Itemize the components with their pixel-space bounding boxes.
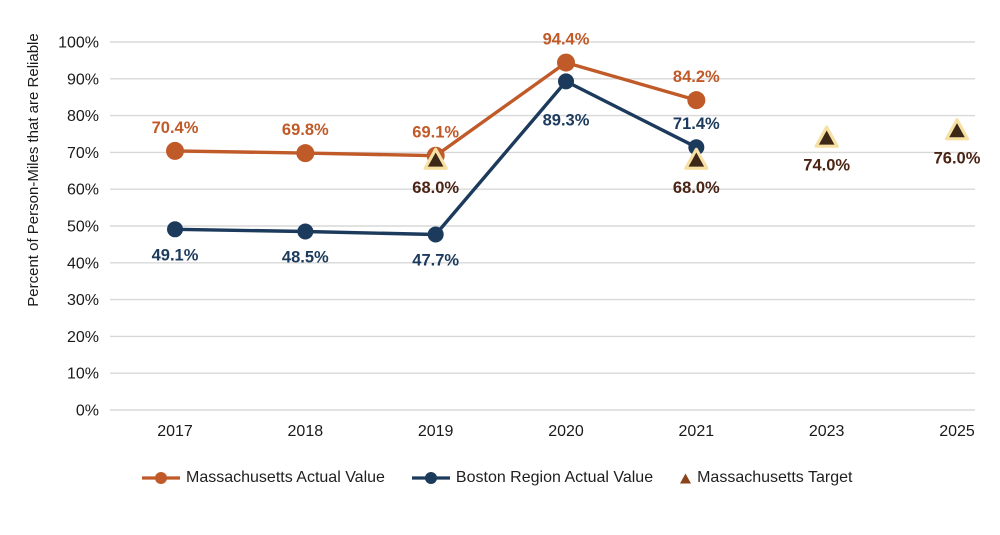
y-tick-label: 80%: [67, 108, 99, 125]
data-point-circle: [166, 141, 184, 160]
data-point-circle: [688, 139, 705, 156]
data-point-triangle: [814, 125, 839, 148]
data-point-label: 94.4%: [543, 31, 590, 49]
x-tick-label: 2021: [679, 423, 715, 440]
data-point-label: 69.8%: [282, 121, 329, 139]
y-tick-label: 20%: [67, 329, 99, 346]
data-point-circle: [557, 73, 574, 90]
y-axis-title: Percent of Person-Miles that are Reliabl…: [25, 33, 42, 306]
legend-triangle-icon: [680, 473, 692, 483]
data-point-label: 68.0%: [412, 179, 459, 197]
y-tick-label: 0%: [76, 403, 99, 420]
legend-item-massachusetts-actual: Massachusetts Actual Value: [141, 469, 385, 487]
data-point-label: 68.0%: [673, 179, 720, 197]
data-point-circle: [167, 221, 183, 238]
x-tick-label: 2017: [157, 423, 193, 440]
data-point-triangle: [684, 147, 709, 170]
data-point-circle: [687, 91, 706, 110]
y-tick-label: 60%: [67, 182, 99, 199]
data-point-circle: [297, 223, 314, 240]
legend-swatch-triangle: [680, 473, 692, 483]
legend-item-massachusetts-target: Massachusetts Target: [679, 469, 852, 487]
data-point-label: 84.2%: [673, 68, 720, 86]
data-point-circle: [296, 144, 315, 163]
legend-swatch-line-circle-orange: [142, 472, 180, 484]
legend-circle-icon: [155, 472, 167, 484]
data-point-label: 47.7%: [412, 251, 459, 269]
data-point-label: 69.1%: [412, 124, 459, 142]
y-tick-label: 70%: [67, 145, 99, 162]
data-point-label: 70.4%: [152, 119, 199, 137]
data-point-label: 71.4%: [673, 115, 720, 133]
data-point-label: 49.1%: [152, 246, 199, 264]
x-tick-label: 2018: [288, 423, 324, 440]
y-tick-label: 90%: [67, 71, 99, 88]
data-point-label: 89.3%: [543, 111, 590, 129]
y-tick-label: 30%: [67, 292, 99, 309]
y-tick-label: 100%: [58, 35, 99, 52]
data-point-triangle: [944, 118, 970, 141]
x-tick-label: 2019: [418, 423, 454, 440]
y-tick-label: 10%: [67, 366, 99, 383]
legend-label: Massachusetts Target: [697, 469, 853, 486]
data-point-circle: [556, 53, 575, 72]
legend-label: Boston Region Actual Value: [455, 469, 654, 486]
x-tick-label: 2020: [548, 423, 584, 440]
x-tick-label: 2023: [809, 423, 845, 440]
data-point-triangle: [423, 147, 448, 170]
y-tick-label: 50%: [67, 219, 99, 236]
data-point-label: 76.0%: [934, 149, 981, 167]
data-point-circle: [427, 226, 444, 243]
chart-legend: Massachusetts Actual Value Boston Region…: [141, 469, 852, 487]
chart-plot-area: 0% 10% 20% 30% 40% 50% 60% 70% 80% 90% 100% 2017 201…: [25, 31, 981, 440]
legend-label: Massachusetts Actual Value: [186, 469, 385, 486]
data-point-label: 74.0%: [803, 157, 850, 175]
y-tick-label: 40%: [67, 255, 99, 272]
legend-circle-icon: [424, 472, 437, 484]
legend-swatch-line-circle-navy: [411, 472, 450, 484]
x-tick-label: 2025: [939, 423, 975, 440]
data-point-label: 48.5%: [282, 249, 329, 267]
legend-item-boston-region-actual: Boston Region Actual Value: [411, 469, 653, 487]
